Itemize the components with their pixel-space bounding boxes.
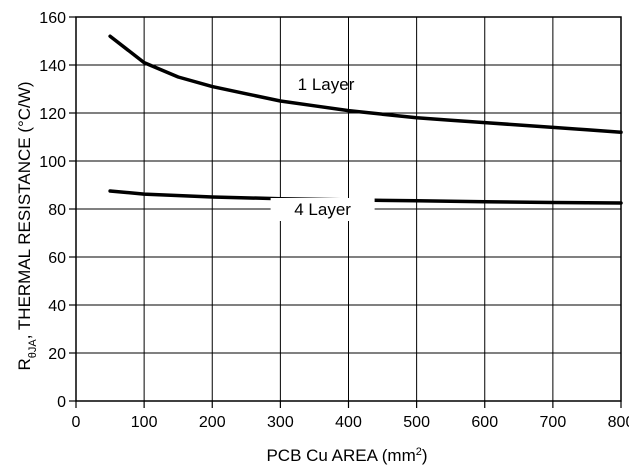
x-axis-label-main: PCB Cu AREA (mm bbox=[266, 446, 415, 465]
x-tick-label: 600 bbox=[471, 414, 498, 431]
x-tick-label: 0 bbox=[72, 414, 81, 431]
y-axis-label-subscript: θJA bbox=[27, 339, 39, 359]
grid bbox=[69, 16, 622, 408]
x-tick-label: 500 bbox=[403, 414, 430, 431]
series-label-4-layer-bg bbox=[270, 198, 375, 221]
x-tick-label: 400 bbox=[335, 414, 362, 431]
x-tick-label: 700 bbox=[540, 414, 567, 431]
x-axis-label: PCB Cu AREA (mm2) bbox=[266, 446, 427, 465]
series-label-1-layer: 1 Layer bbox=[298, 75, 355, 94]
y-tick-label: 140 bbox=[39, 58, 66, 75]
y-tick-label: 120 bbox=[39, 106, 66, 123]
y-tick-label: 20 bbox=[48, 346, 66, 363]
series-lines bbox=[108, 34, 623, 205]
y-tick-label: 40 bbox=[48, 298, 66, 315]
x-tick-label: 200 bbox=[199, 414, 226, 431]
x-tick-label: 300 bbox=[267, 414, 294, 431]
y-axis-label-main: , THERMAL RESISTANCE (°C/W) bbox=[15, 82, 34, 340]
tick-labels: 0 100 200 300 400 500 600 700 800 0 20 40 60 80 100 120… bbox=[39, 10, 629, 431]
series-labels: 1 Layer 4 Layer bbox=[270, 75, 375, 221]
y-tick-label: 160 bbox=[39, 10, 66, 27]
series-label-4-layer: 4 Layer bbox=[294, 200, 351, 219]
x-axis-label-tail: ) bbox=[422, 446, 428, 465]
x-axis-label-superscript: 2 bbox=[416, 446, 422, 458]
y-tick-label: 0 bbox=[57, 394, 66, 411]
y-tick-label: 60 bbox=[48, 250, 66, 267]
y-tick-label: 80 bbox=[48, 202, 66, 219]
x-tick-label: 100 bbox=[131, 414, 158, 431]
y-axis-label-prefix: R bbox=[15, 358, 34, 370]
y-axis-label: RθJA, THERMAL RESISTANCE (°C/W) bbox=[15, 82, 39, 371]
series-line-1-layer bbox=[108, 34, 623, 134]
y-tick-label: 100 bbox=[39, 154, 66, 171]
x-tick-label: 800 bbox=[608, 414, 629, 431]
